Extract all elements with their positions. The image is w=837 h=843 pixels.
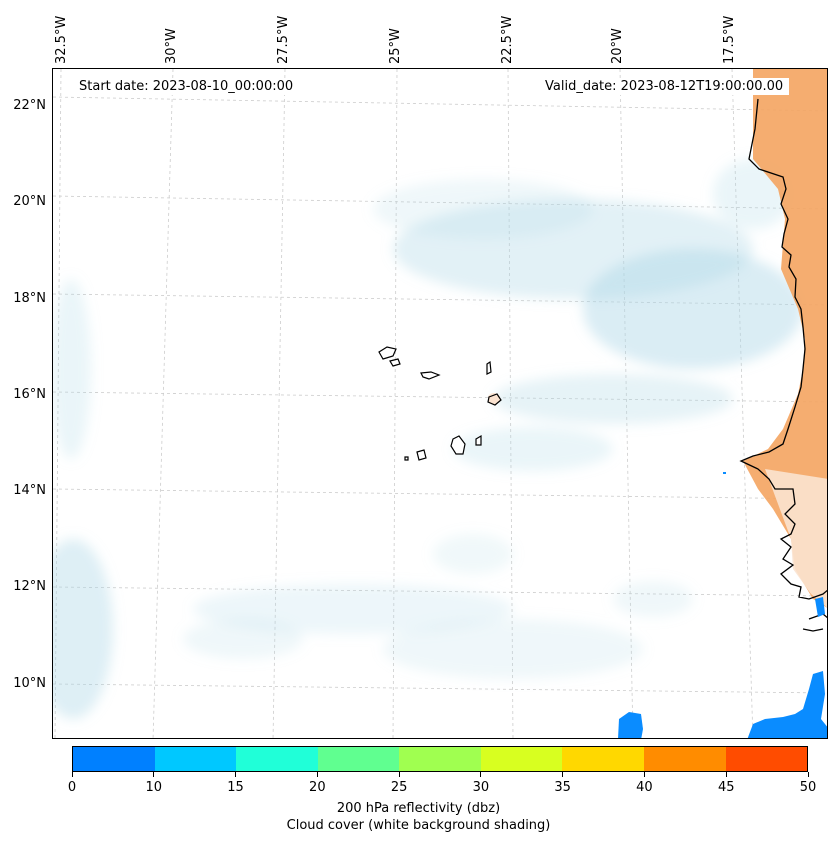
colorbar-segment (236, 747, 318, 771)
colorbar-tick-label: 45 (717, 780, 735, 795)
lon-label: 25°W (388, 28, 403, 64)
lat-label: 18°N (13, 291, 46, 306)
colorbar-segment (643, 747, 726, 771)
lon-label: 17.5°W (722, 15, 737, 64)
colorbar-tick (316, 772, 318, 777)
colorbar-tick (480, 772, 482, 777)
colorbar-title: 200 hPa reflectivity (dbz) (336, 801, 501, 816)
colorbar-segment (725, 747, 808, 771)
lat-label: 14°N (13, 483, 46, 498)
colorbar-tick (562, 772, 564, 777)
colorbar-tick-label: 25 (390, 780, 408, 795)
colorbar-tick-label: 40 (636, 780, 653, 795)
lat-label: 10°N (13, 676, 46, 691)
colorbar-segment (480, 747, 563, 771)
colorbar-tick-label: 30 (472, 780, 490, 795)
colorbar-tick-label: 10 (145, 780, 163, 795)
colorbar-segment (317, 747, 400, 771)
colorbar-segment (562, 747, 644, 771)
colorbar-tick (235, 772, 237, 777)
lon-label: 30°W (164, 28, 179, 64)
valid-date-label: Valid_date: 2023-08-12T19:00:00.00 (539, 78, 790, 95)
colorbar-tick-label: 0 (67, 780, 77, 795)
map-canvas (53, 69, 827, 738)
lon-label: 20°W (610, 28, 625, 64)
colorbar-segment (399, 747, 481, 771)
colorbar-tick (153, 772, 155, 777)
islands (378, 346, 502, 461)
colorbar-segment (154, 747, 237, 771)
colorbar-tick (643, 772, 645, 777)
lon-label: 27.5°W (276, 15, 291, 64)
colorbar-tick (725, 772, 727, 777)
colorbar-segment (73, 747, 155, 771)
colorbar-subtitle: Cloud cover (white background shading) (286, 818, 551, 833)
lat-label: 20°N (13, 194, 46, 209)
lon-label: 32.5°W (54, 15, 69, 64)
colorbar-tick-label: 20 (309, 780, 326, 795)
reflectivity-cells (618, 472, 827, 738)
cloud-cover (53, 159, 803, 719)
colorbar (72, 746, 808, 772)
lat-label: 16°N (13, 387, 46, 402)
colorbar-tick (71, 772, 73, 777)
colorbar-tick (398, 772, 400, 777)
start-date-label: Start date: 2023-08-10_00:00:00 (73, 78, 300, 95)
lat-label: 12°N (13, 579, 46, 594)
colorbar-tick (807, 772, 809, 777)
colorbar-tick-label: 35 (554, 780, 571, 795)
lon-label: 22.5°W (500, 15, 515, 64)
map-panel[interactable] (52, 68, 828, 739)
lat-label: 22°N (13, 98, 46, 113)
colorbar-tick-label: 50 (799, 780, 817, 795)
colorbar-tick-label: 15 (227, 780, 244, 795)
